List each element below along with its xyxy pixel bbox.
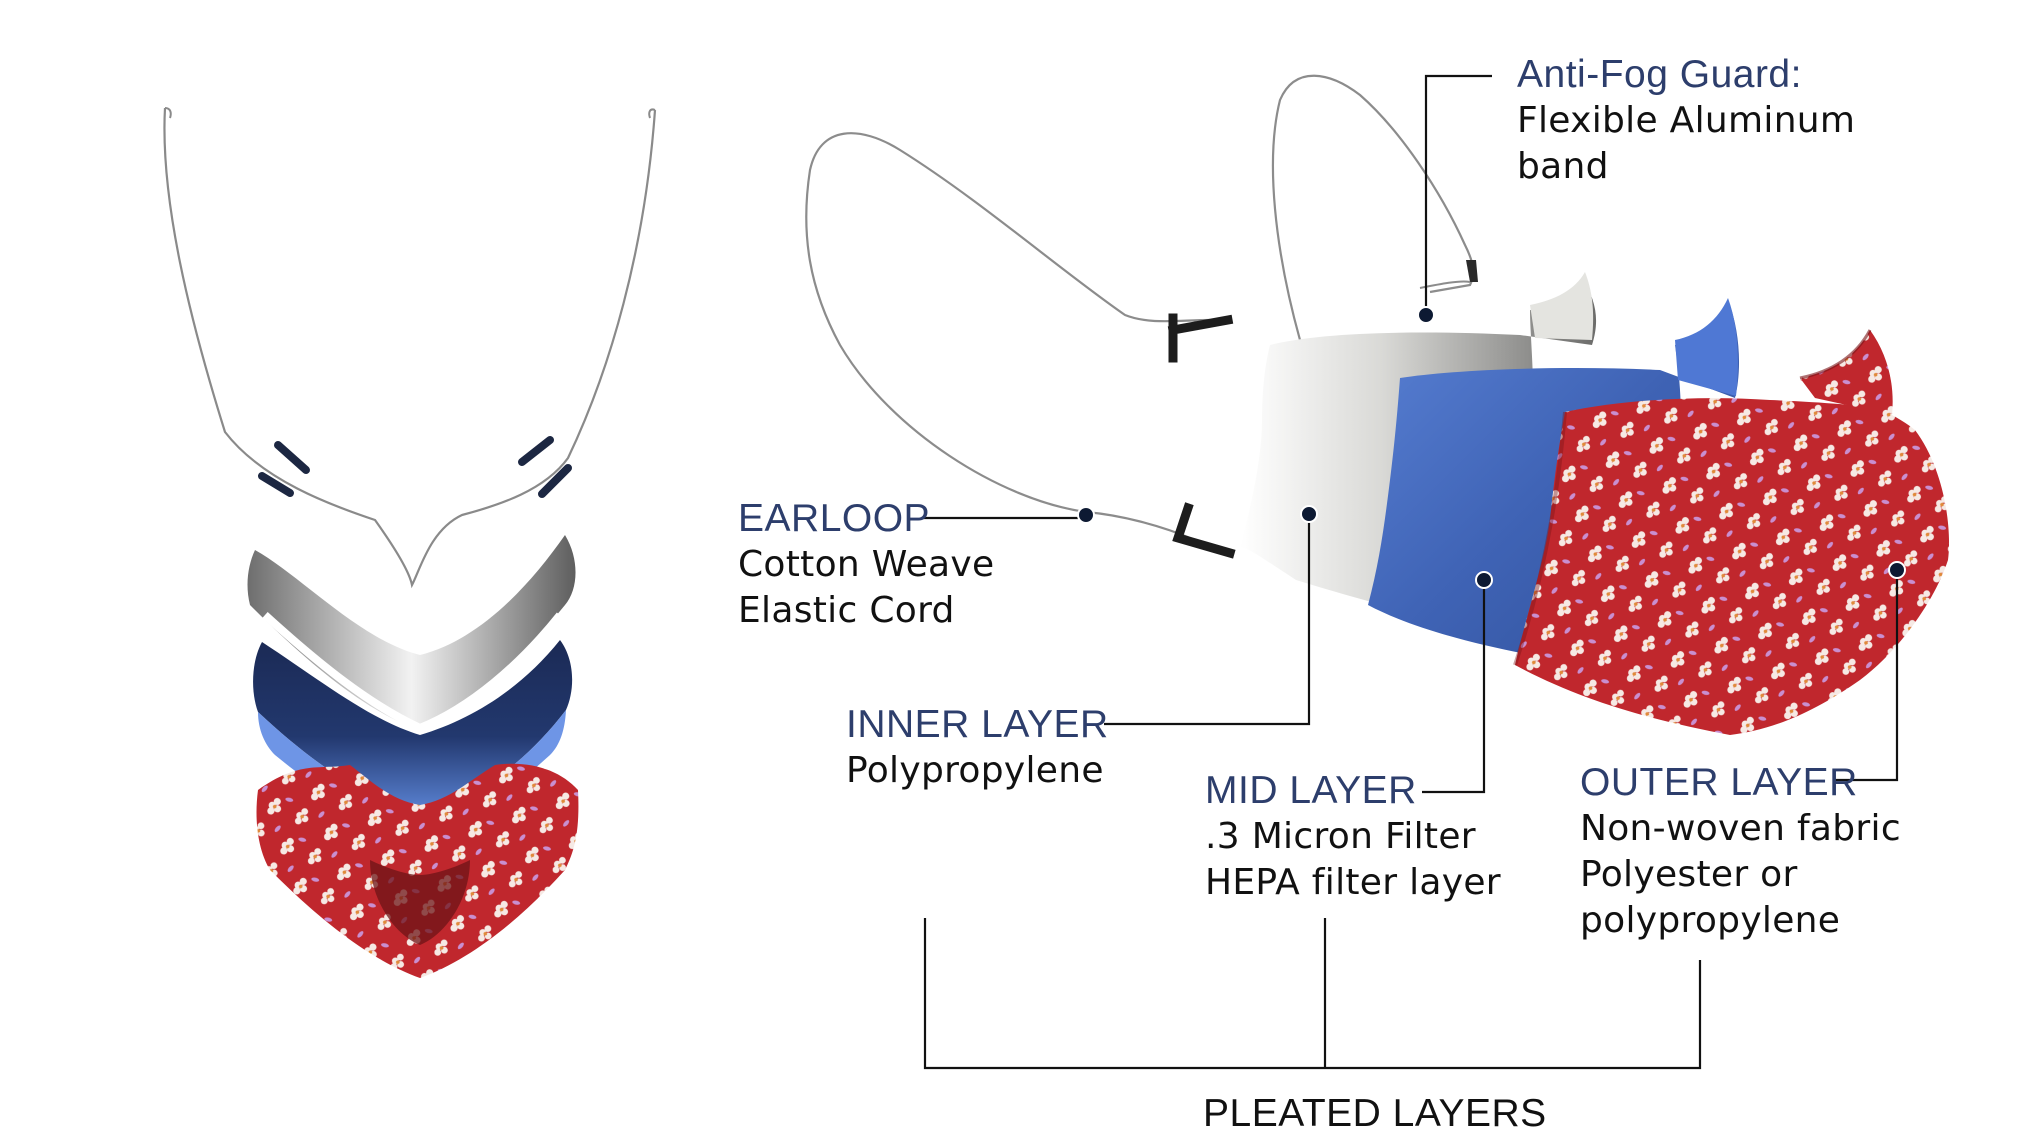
outer-layer-line-3: polypropylene [1580,900,1841,941]
earloop-line-1: Cotton Weave [738,544,995,585]
outer-layer-line-1: Non-woven fabric [1580,808,1901,849]
inner-layer-label: INNER LAYER Polypropylene [846,702,1109,794]
mid-layer-pin [1475,571,1493,589]
mid-layer-line-1: .3 Micron Filter [1205,816,1476,857]
earloop-title: EARLOOP [738,497,931,540]
earloop-pin [1077,506,1095,524]
inner-layer-title: INNER LAYER [846,703,1109,746]
anti-fog-guard-title: Anti-Fog Guard: [1517,53,1802,96]
left-exploded-view [163,107,657,978]
mid-layer-label: MID LAYER .3 Micron Filter HEPA filter l… [1205,768,1501,906]
outer-layer-pin [1888,561,1906,579]
earloop-label: EARLOOP Cotton Weave Elastic Cord [738,496,994,634]
earloop-line-2: Elastic Cord [738,590,955,631]
pin-dots [1077,306,1906,589]
right-assembled-view [805,74,1950,735]
anti-fog-guard-label: Anti-Fog Guard: Flexible Aluminum band [1517,52,1855,190]
outer-layer-line-2: Polyester or [1580,854,1798,895]
mid-layer-title: MID LAYER [1205,769,1417,812]
anti-fog-guard-line-1: Flexible Aluminum [1517,100,1856,141]
mid-layer-line-2: HEPA filter layer [1205,862,1501,903]
leader-lines [922,74,1899,1070]
anti-fog-pin [1417,306,1435,324]
inner-layer-pin [1300,505,1318,523]
outer-layer-title: OUTER LAYER [1580,761,1858,804]
pleated-layers-label: PLEATED LAYERS [1203,1092,1547,1135]
anti-fog-guard-line-2: band [1517,146,1609,187]
outer-layer-label: OUTER LAYER Non-woven fabric Polyester o… [1580,760,1901,944]
inner-layer-line-1: Polypropylene [846,750,1104,791]
